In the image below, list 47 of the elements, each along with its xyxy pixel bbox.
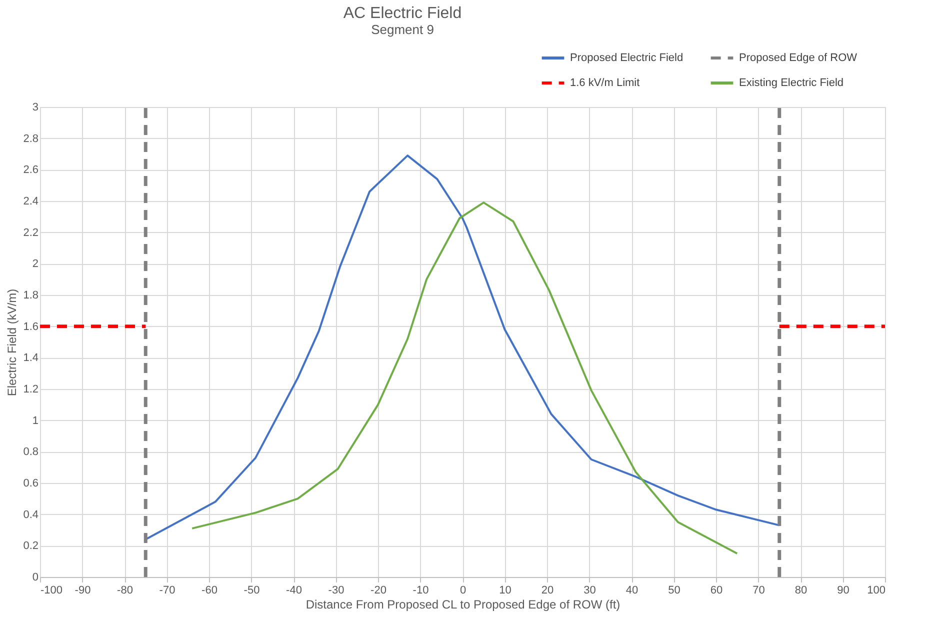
legend-label: Existing Electric Field (739, 77, 844, 89)
y-tick-label: 1.6 (23, 320, 38, 333)
x-tick-label: -50 (244, 584, 260, 596)
y-tick-label: 2.6 (23, 164, 38, 176)
x-tick-label: -40 (286, 584, 302, 596)
y-tick-label: 0.6 (23, 478, 38, 490)
y-tick-label: 0.8 (23, 446, 38, 458)
x-tick-label: 70 (752, 584, 765, 596)
x-tick-label: 80 (794, 584, 808, 596)
chart-title: AC Electric Field (343, 5, 462, 22)
y-tick-label: 1 (32, 414, 38, 427)
x-tick-label: 100 (867, 584, 886, 596)
y-tick-label: 1.4 (23, 352, 38, 364)
x-tick-label: -60 (202, 584, 218, 596)
y-tick-label: 1.2 (23, 384, 38, 396)
x-tick-label: 50 (668, 584, 680, 596)
y-tick-label: 0.2 (23, 540, 38, 552)
x-tick-label: -30 (328, 584, 344, 596)
legend-label: Proposed Electric Field (570, 52, 684, 64)
x-tick-label: -100 (40, 584, 63, 596)
legend-label: Proposed Edge of ROW (739, 52, 858, 64)
x-axis-title: Distance From Proposed CL to Proposed Edge of ROW (ft) (306, 598, 620, 612)
x-tick-label: 30 (584, 584, 596, 596)
x-tick-label: 20 (541, 584, 554, 596)
x-tick-label: -10 (412, 584, 429, 596)
y-tick-label: 2.4 (23, 196, 38, 208)
y-tick-label: 2 (32, 258, 38, 270)
x-tick-label: -90 (74, 584, 91, 596)
y-tick-label: 3 (32, 102, 38, 114)
x-tick-label: -20 (370, 584, 386, 596)
y-tick-label: 2.8 (23, 132, 38, 145)
chart-subtitle: Segment 9 (371, 22, 434, 37)
line-series (144, 154, 780, 540)
x-tick-label: 60 (710, 584, 723, 596)
x-tick-label: 40 (626, 584, 638, 596)
x-tick-label: -80 (117, 584, 133, 596)
y-tick-label: 0.4 (23, 508, 38, 521)
legend-label: 1.6 kV/m Limit (570, 77, 640, 89)
x-tick-label: -70 (159, 584, 176, 596)
line-series (191, 202, 738, 554)
y-tick-label: 1.8 (23, 290, 38, 302)
x-tick-label: 90 (837, 584, 850, 596)
y-axis-title: Electric Field (kV/m) (5, 288, 20, 396)
x-tick-label: 0 (460, 584, 466, 596)
x-tick-label: 10 (499, 584, 512, 596)
y-tick-label: 2.2 (23, 226, 38, 239)
y-tick-label: 0 (32, 572, 38, 584)
